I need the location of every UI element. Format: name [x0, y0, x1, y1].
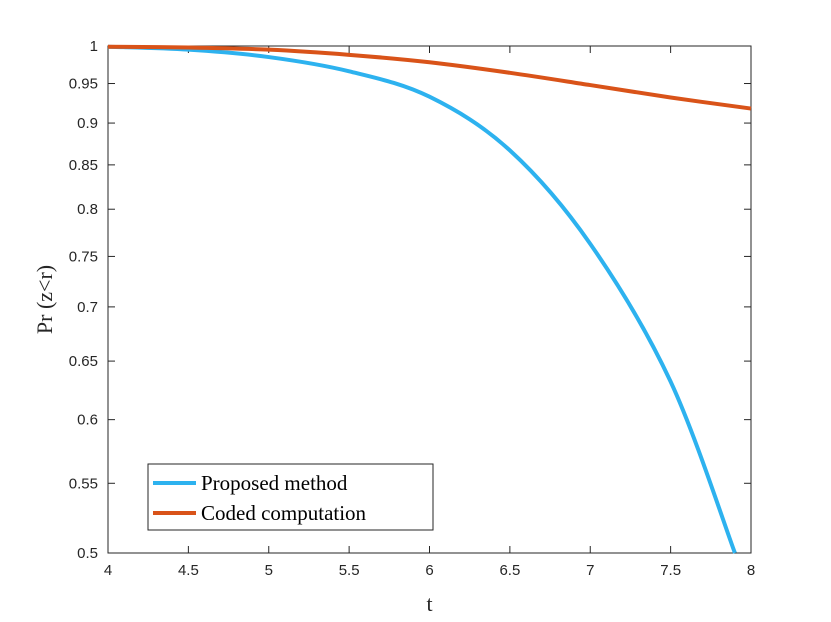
axis-ticks [107, 45, 752, 554]
y-tick-label: 0.85 [69, 157, 98, 174]
x-tick-label: 8 [747, 562, 755, 579]
y-tick-label: 0.7 [77, 299, 98, 316]
y-tick-label: 0.8 [77, 201, 98, 218]
series-layer [107, 44, 752, 554]
x-tick-label: 4.5 [178, 562, 199, 579]
y-tick-label: 0.55 [69, 475, 98, 492]
x-tick-label: 4 [104, 562, 112, 579]
y-axis-title: Pr (z<r) [32, 265, 57, 334]
y-tick-label: 0.9 [77, 115, 98, 132]
legend-label-proposed-method: Proposed method [201, 471, 348, 495]
legend-label-coded-computation: Coded computation [201, 501, 367, 525]
x-tick-label: 7 [586, 562, 594, 579]
x-axis-title: t [426, 591, 432, 616]
y-tick-label: 0.6 [77, 412, 98, 429]
x-tick-label: 7.5 [660, 562, 681, 579]
x-tick-label: 6.5 [499, 562, 520, 579]
x-tick-label: 5 [265, 562, 273, 579]
y-tick-label: 0.65 [69, 353, 98, 370]
y-tick-label: 0.5 [77, 545, 98, 562]
x-tick-label: 5.5 [339, 562, 360, 579]
legend-box [147, 463, 434, 531]
x-tick-label: 6 [425, 562, 433, 579]
y-tick-label: 1 [90, 38, 98, 55]
axis-tick-labels: 4 4.5 5 5.5 6 6.5 7 7.5 8 0.5 0.55 0.6 0.65 0.7 0.75 0.… [69, 38, 755, 579]
series-line-coded-computation [107, 44, 752, 111]
series-line-proposed-method [107, 44, 737, 554]
legend: Proposed method Coded computation [147, 463, 434, 531]
y-tick-label: 0.95 [69, 76, 98, 93]
y-tick-label: 0.75 [69, 248, 98, 265]
